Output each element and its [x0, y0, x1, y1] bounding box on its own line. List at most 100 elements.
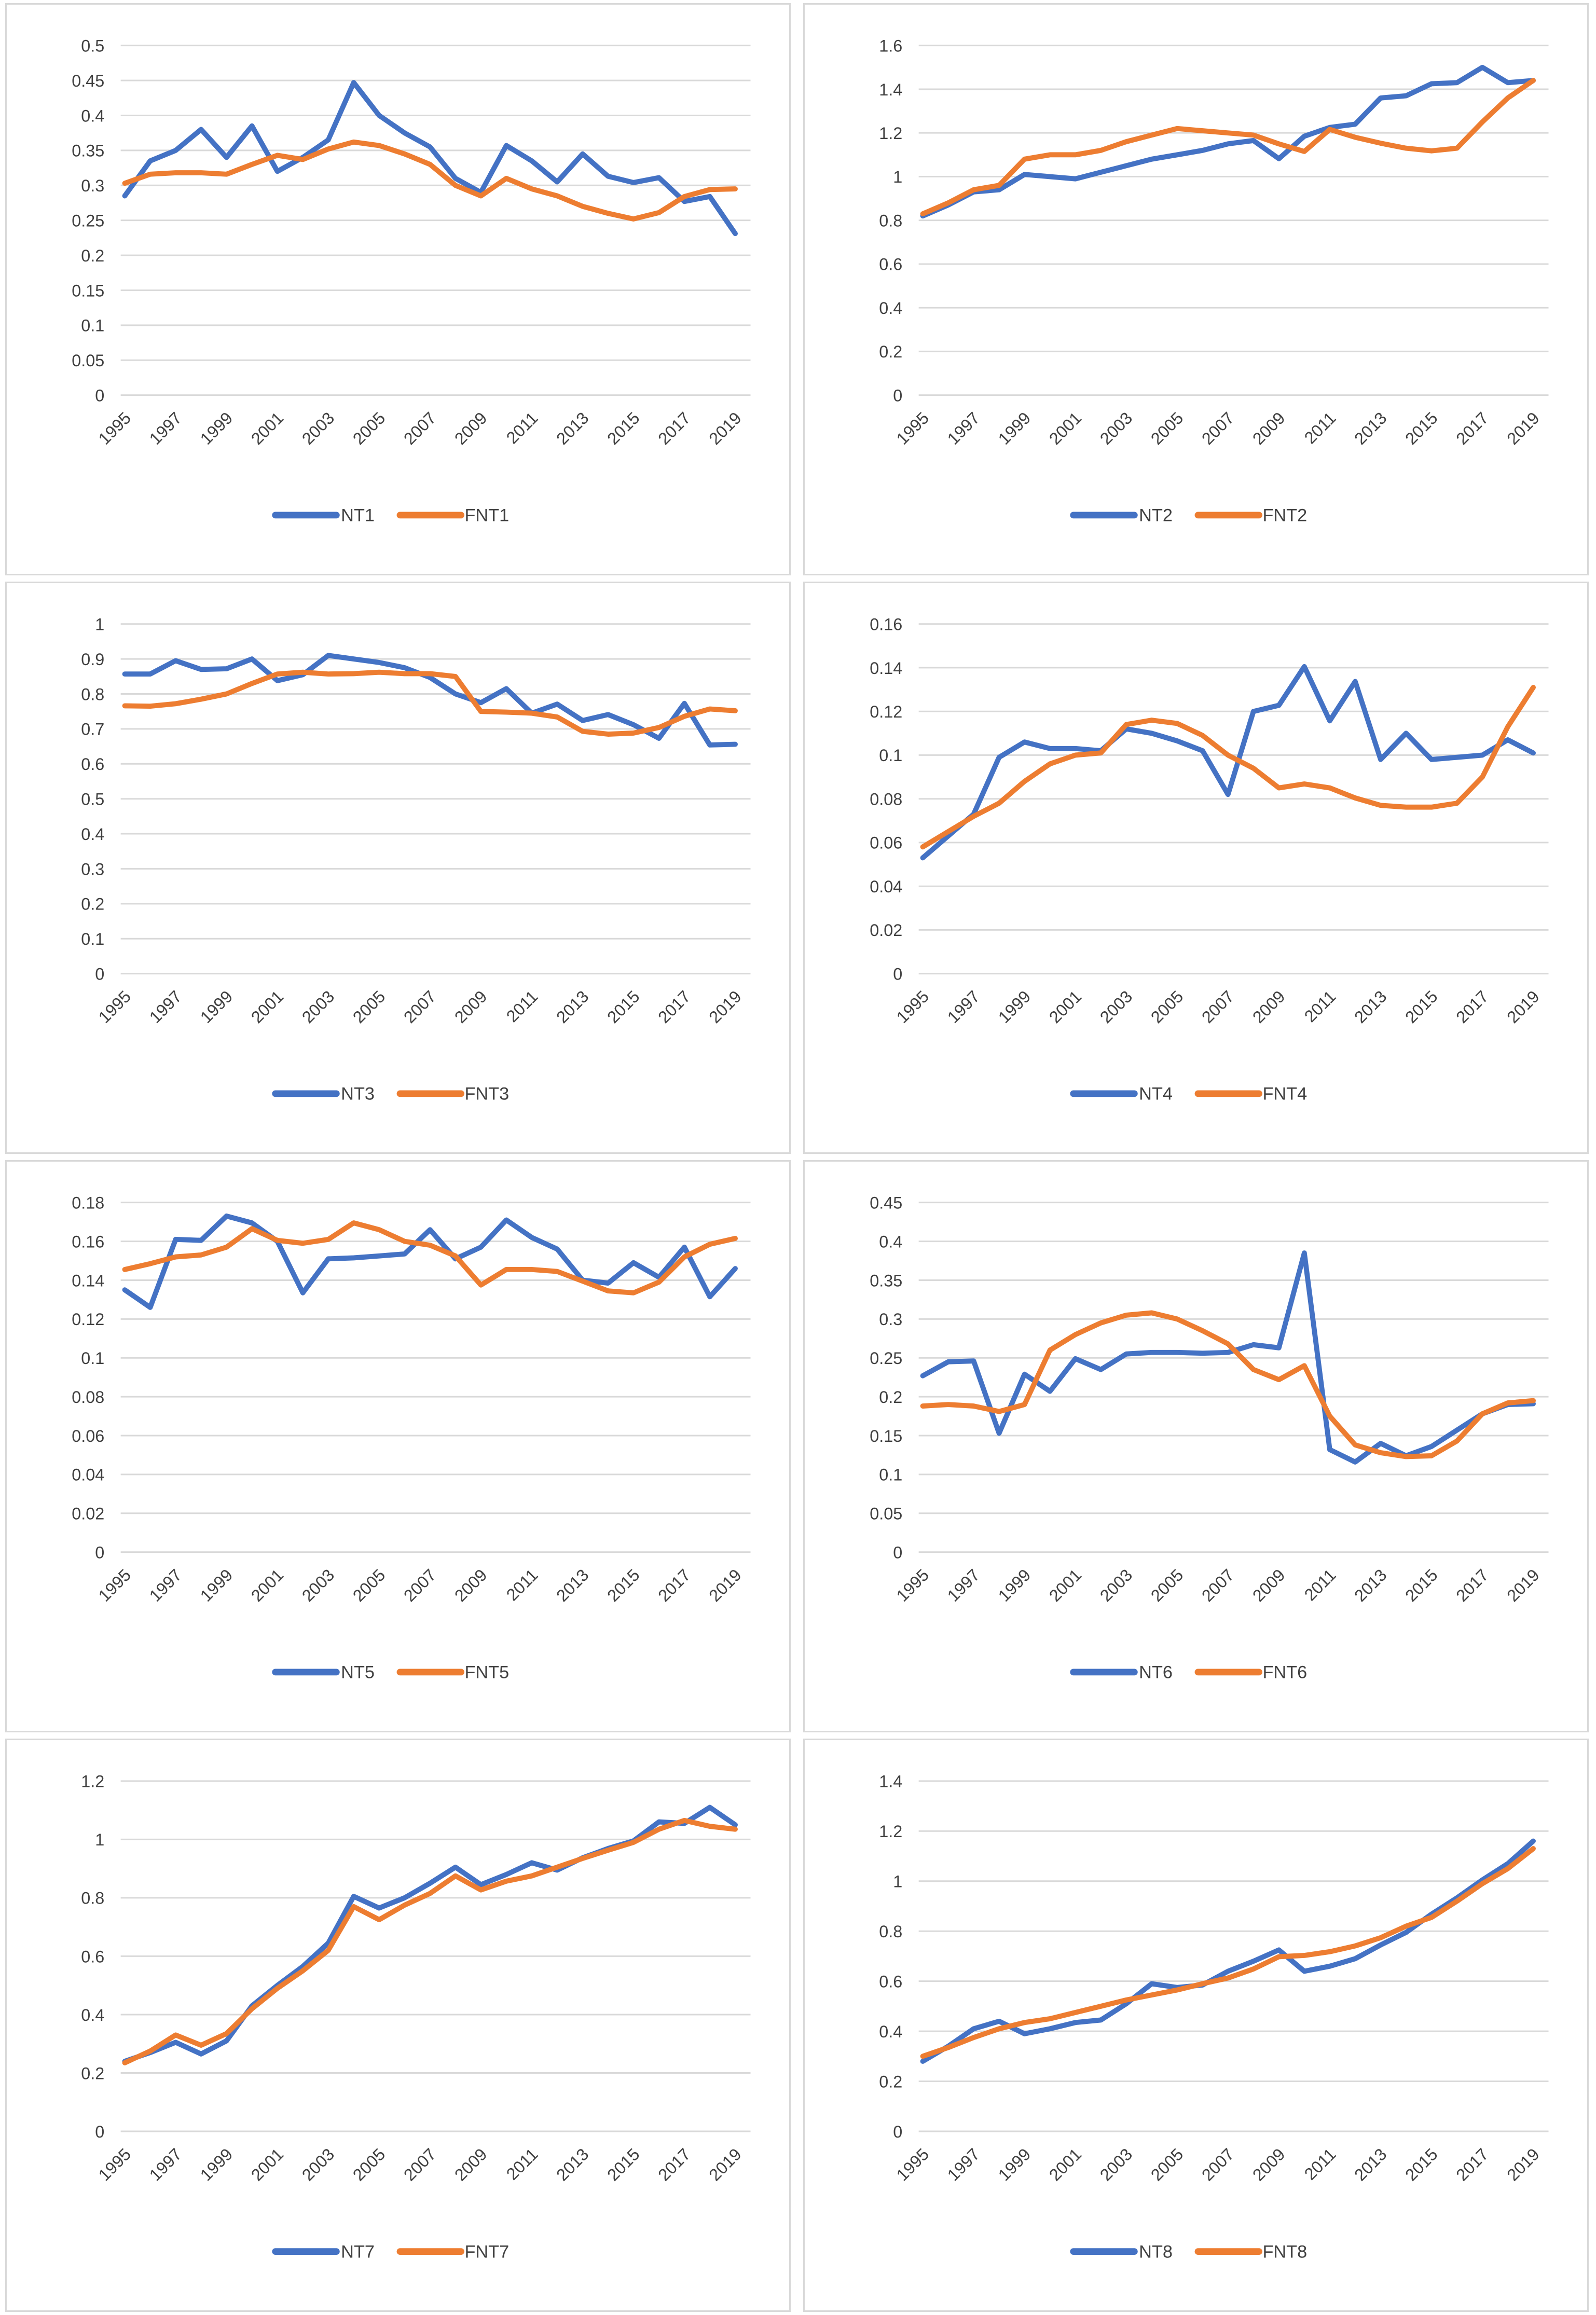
y-axis-tick-label: 0.35: [870, 1271, 902, 1290]
x-axis-tick-label: 1997: [944, 1565, 983, 1605]
x-axis-tick-label: 1995: [893, 987, 932, 1027]
y-axis-tick-label: 0.12: [72, 1310, 104, 1329]
y-axis-tick-label: 0.6: [879, 255, 902, 274]
chart-nt8: 1.4 1.2 1 0.8 0.6 0.4 0.2 0 1995 1997 1999 2001 2003…: [879, 1772, 1549, 2262]
x-axis-tick-label: 2007: [400, 987, 439, 1027]
x-axis-tick-label: 2013: [553, 987, 592, 1027]
y-axis-tick-label: 0.05: [870, 1505, 902, 1523]
y-axis-tick-label: 0.4: [81, 2006, 104, 2024]
nt3-series-line: [122, 653, 738, 748]
x-axis-tick-label: 1999: [197, 2145, 236, 2185]
x-axis-tick-label: 2005: [1147, 408, 1187, 448]
x-axis-tick-label: 1999: [197, 408, 236, 448]
nt8-series-line: [920, 1838, 1536, 2064]
y-axis-tick-label: 1: [95, 615, 104, 633]
fnt7-series-line: [122, 1817, 738, 2065]
y-axis-tick-label: 0.2: [81, 2064, 104, 2083]
x-axis-tick-label: 2009: [451, 987, 490, 1027]
y-axis-tick-label: 0.06: [870, 834, 902, 852]
x-axis-tick-label: 1995: [893, 1565, 932, 1605]
x-axis-tick-label: 2009: [451, 408, 490, 448]
y-axis-tick-label: 0.25: [870, 1349, 902, 1368]
y-axis-tick-label: 0.06: [72, 1427, 104, 1445]
nt6-series-line: [920, 1250, 1536, 1465]
x-axis-tick-label: 2009: [1249, 987, 1288, 1027]
x-axis-tick-label: 2009: [451, 2145, 490, 2185]
y-axis-tick-label: 0.8: [879, 211, 902, 230]
x-axis-tick-label: 2013: [1351, 1565, 1390, 1605]
y-axis-tick-label: 0.14: [72, 1271, 104, 1290]
y-axis-tick-label: 1.2: [879, 124, 902, 143]
legend-label: NT3: [341, 1084, 375, 1104]
y-axis-tick-label: 0.9: [81, 650, 104, 669]
x-axis-tick-label: 1999: [995, 1565, 1034, 1605]
x-axis-tick-label: 1999: [995, 408, 1034, 448]
y-axis-tick-label: 0.3: [81, 860, 104, 878]
y-axis-tick-label: 0.04: [870, 877, 902, 896]
y-axis-tick-label: 1.4: [879, 1772, 902, 1791]
y-axis-tick-label: 0.1: [879, 1466, 902, 1484]
y-axis-tick-label: 1: [893, 1872, 902, 1891]
y-axis-tick-label: 0: [95, 2123, 104, 2141]
fnt2-series-line: [920, 78, 1536, 217]
y-axis-tick-label: 0.6: [81, 1947, 104, 1966]
y-axis-tick-label: 0.4: [879, 2022, 902, 2041]
nt4-series-line: [920, 664, 1536, 861]
legend-label: FNT4: [1262, 1084, 1307, 1104]
y-axis-tick-label: 0.16: [72, 1232, 104, 1251]
x-axis-tick-label: 2011: [1301, 2145, 1340, 2184]
x-axis-tick-label: 2011: [503, 408, 542, 447]
x-axis-tick-label: 2019: [1503, 408, 1543, 448]
nt7-series-line: [122, 1804, 738, 2064]
x-axis-tick-label: 2003: [298, 1565, 338, 1605]
y-axis-tick-label: 0.08: [72, 1388, 104, 1407]
x-axis-tick-label: 2001: [247, 987, 287, 1027]
y-axis-tick-label: 0.1: [81, 316, 104, 335]
legend-label: NT8: [1139, 2242, 1173, 2262]
chart-panel-nt5: 0.18 0.16 0.14 0.12 0.1 0.08 0.06 0.04 0.02 0 1995…: [5, 1160, 791, 1732]
x-axis-tick-label: 2015: [1401, 1565, 1441, 1605]
y-axis-tick-label: 0.8: [879, 1922, 902, 1941]
x-axis-tick-label: 2003: [1096, 1565, 1136, 1605]
legend-label: FNT5: [464, 1663, 509, 1683]
legend-label: FNT6: [1262, 1663, 1307, 1683]
x-axis-tick-label: 2013: [1351, 987, 1390, 1027]
x-axis-tick-label: 2007: [1198, 1565, 1237, 1605]
y-axis-tick-label: 0.3: [879, 1310, 902, 1329]
y-axis-tick-label: 0.18: [72, 1193, 104, 1212]
y-axis-tick-label: 0.8: [81, 1889, 104, 1908]
y-axis-tick-label: 0.2: [81, 895, 104, 914]
x-axis-tick-label: 2011: [1301, 987, 1340, 1026]
y-axis-tick-label: 0.16: [870, 615, 902, 633]
x-axis-tick-label: 1997: [146, 408, 185, 448]
y-axis-tick-label: 0.04: [72, 1466, 104, 1484]
y-axis-tick-label: 0.7: [81, 720, 104, 739]
x-axis-tick-label: 2017: [1452, 408, 1492, 448]
y-axis-tick-label: 0.4: [879, 1232, 902, 1251]
x-axis-tick-label: 2001: [1045, 2145, 1085, 2185]
nt5-series-line: [122, 1213, 738, 1310]
y-axis-tick-label: 0.1: [81, 1349, 104, 1368]
legend-label: FNT7: [464, 2242, 509, 2262]
x-axis-tick-label: 2003: [298, 2145, 338, 2185]
x-axis-tick-label: 2001: [247, 2145, 287, 2185]
x-axis-tick-label: 2009: [1249, 1565, 1288, 1605]
y-axis-tick-label: 0: [95, 964, 104, 983]
x-axis-tick-label: 1999: [197, 1565, 236, 1605]
x-axis-tick-label: 1995: [95, 1565, 134, 1605]
y-axis-tick-label: 0.5: [81, 36, 104, 55]
chart-panel-nt1: 0.5 0.45 0.4 0.35 0.3 0.25 0.2 0.15 0.1 0.05 0 1995…: [5, 3, 791, 575]
y-axis-tick-label: 0.05: [72, 351, 104, 370]
x-axis-tick-label: 2005: [349, 2145, 389, 2185]
x-axis-tick-label: 1995: [95, 987, 134, 1027]
y-axis-tick-label: 0: [893, 1543, 902, 1562]
x-axis-tick-label: 2019: [1503, 2145, 1543, 2185]
x-axis-tick-label: 1997: [146, 2145, 185, 2185]
y-axis-tick-label: 0.12: [870, 702, 902, 721]
x-axis-tick-label: 1997: [944, 408, 983, 448]
chart-nt2: 1.6 1.4 1.2 1 0.8 0.6 0.4 0.2 0 1995 1997 1999 2001 2…: [879, 36, 1549, 526]
y-axis-tick-label: 0.2: [879, 342, 902, 361]
x-axis-tick-label: 2013: [1351, 408, 1390, 448]
x-axis-tick-label: 2017: [654, 1565, 694, 1605]
x-axis-tick-label: 1997: [944, 2145, 983, 2185]
